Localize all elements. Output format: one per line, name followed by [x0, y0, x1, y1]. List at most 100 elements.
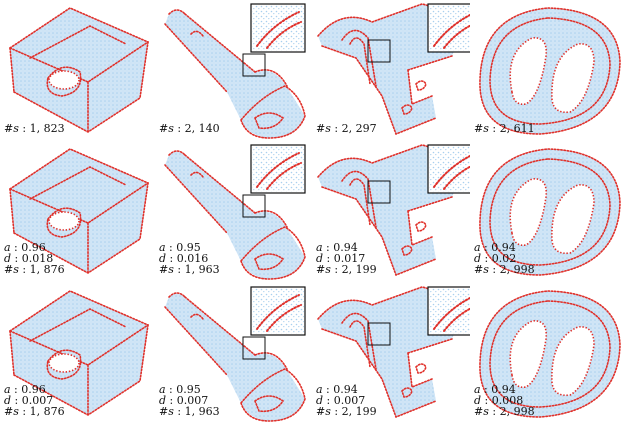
metric-value: 0.94: [333, 383, 358, 396]
metric-value: 0.017: [333, 252, 366, 265]
caption-line: a : 0.94: [474, 241, 516, 254]
block-with-hole-point-cloud: [9, 148, 149, 274]
cylinder-shaft-point-cloud: [164, 144, 306, 280]
caption-line: #s : 2, 297: [316, 122, 377, 135]
metric-key: #s: [316, 263, 331, 276]
metric-key: d: [316, 252, 324, 265]
caption-line: d : 0.007: [4, 394, 54, 407]
metric-key: d: [474, 252, 482, 265]
caption-line: #s : 1, 963: [159, 263, 220, 276]
metric-key: #s: [4, 122, 19, 135]
cylinder-shaft-point-cloud: [164, 286, 306, 422]
caption-line: d : 0.018: [4, 252, 54, 265]
panel-cylinder-shaft-r1: #s : 2, 140: [155, 0, 313, 140]
metric-key: #s: [316, 122, 331, 135]
cylinder-shaft-point-cloud: [164, 3, 306, 139]
panel-caption: a : 0.94 d : 0.02 #s : 2, 998: [474, 242, 535, 275]
panel-block-with-hole-r1: #s : 1, 823: [0, 0, 158, 140]
caption-line: d : 0.016: [159, 252, 209, 265]
caption-line: #s : 2, 199: [316, 405, 377, 418]
metric-key: #s: [474, 263, 489, 276]
ring-plate-point-cloud: [479, 7, 621, 135]
metric-value: 2, 998: [499, 405, 535, 418]
block-with-hole-point-cloud: [9, 7, 149, 133]
panel-bracket-clamp-r3: a : 0.94 d : 0.007 #s : 2, 199: [312, 283, 470, 423]
metric-value: 2, 199: [341, 405, 377, 418]
metric-value: 2, 140: [184, 122, 220, 135]
metric-key: #s: [4, 263, 19, 276]
metric-value: 1, 876: [29, 263, 65, 276]
caption-line: a : 0.95: [159, 241, 201, 254]
caption-line: a : 0.96: [4, 241, 46, 254]
caption-line: #s : 2, 611: [474, 122, 535, 135]
panel-caption: a : 0.95 d : 0.007 #s : 1, 963: [159, 384, 220, 417]
metric-value: 0.016: [176, 252, 209, 265]
panel-caption: a : 0.95 d : 0.016 #s : 1, 963: [159, 242, 220, 275]
metric-key: #s: [159, 405, 174, 418]
metric-value: 0.94: [333, 241, 358, 254]
metric-key: d: [159, 252, 167, 265]
panel-ring-plate-r1: #s : 2, 611: [470, 0, 628, 140]
caption-line: a : 0.94: [316, 383, 358, 396]
caption-line: d : 0.007: [159, 394, 209, 407]
panel-bracket-clamp-r1: #s : 2, 297: [312, 0, 470, 140]
metric-key: a: [316, 383, 323, 396]
caption-line: #s : 1, 823: [4, 122, 65, 135]
metric-value: 0.95: [176, 383, 201, 396]
bracket-clamp-point-cloud: [317, 3, 470, 136]
panel-cylinder-shaft-r3: a : 0.95 d : 0.007 #s : 1, 963: [155, 283, 313, 423]
panel-block-with-hole-r2: a : 0.96 d : 0.018 #s : 1, 876: [0, 141, 158, 281]
metric-value: 2, 199: [341, 263, 377, 276]
panel-caption: a : 0.94 d : 0.007 #s : 2, 199: [316, 384, 377, 417]
metric-key: a: [4, 383, 11, 396]
metric-key: a: [159, 383, 166, 396]
caption-line: d : 0.02: [474, 252, 517, 265]
ring-plate-point-cloud: [479, 290, 621, 418]
metric-key: a: [159, 241, 166, 254]
caption-line: a : 0.94: [316, 241, 358, 254]
metric-key: d: [4, 394, 12, 407]
metric-value: 0.94: [491, 383, 516, 396]
caption-line: #s : 1, 876: [4, 405, 65, 418]
metric-value: 2, 998: [499, 263, 535, 276]
caption-line: #s : 1, 876: [4, 263, 65, 276]
metric-value: 1, 823: [29, 122, 65, 135]
panel-caption: #s : 1, 823: [4, 123, 65, 134]
metric-value: 0.007: [333, 394, 366, 407]
metric-value: 0.94: [491, 241, 516, 254]
caption-line: a : 0.96: [4, 383, 46, 396]
caption-line: #s : 1, 963: [159, 405, 220, 418]
panel-caption: a : 0.96 d : 0.007 #s : 1, 876: [4, 384, 65, 417]
panel-caption: #s : 2, 297: [316, 123, 377, 134]
metric-key: #s: [316, 405, 331, 418]
caption-line: a : 0.95: [159, 383, 201, 396]
panel-ring-plate-r3: a : 0.94 d : 0.008 #s : 2, 998: [470, 283, 628, 423]
metric-value: 0.018: [21, 252, 54, 265]
panel-caption: #s : 2, 140: [159, 123, 220, 134]
metric-value: 0.007: [21, 394, 54, 407]
metric-value: 2, 611: [499, 122, 535, 135]
metric-key: a: [316, 241, 323, 254]
metric-key: d: [474, 394, 482, 407]
caption-line: #s : 2, 140: [159, 122, 220, 135]
metric-key: #s: [474, 122, 489, 135]
metric-key: #s: [159, 263, 174, 276]
metric-key: a: [474, 241, 481, 254]
metric-value: 1, 963: [184, 405, 220, 418]
metric-value: 0.96: [21, 383, 46, 396]
caption-line: #s : 2, 998: [474, 405, 535, 418]
block-with-hole-point-cloud: [9, 290, 149, 416]
metric-key: d: [4, 252, 12, 265]
caption-line: d : 0.008: [474, 394, 524, 407]
metric-key: #s: [159, 122, 174, 135]
panel-caption: a : 0.94 d : 0.008 #s : 2, 998: [474, 384, 535, 417]
metric-key: a: [474, 383, 481, 396]
bracket-clamp-point-cloud: [317, 286, 470, 419]
metric-value: 0.95: [176, 241, 201, 254]
bracket-clamp-point-cloud: [317, 144, 470, 277]
metric-key: d: [316, 394, 324, 407]
panel-caption: #s : 2, 611: [474, 123, 535, 134]
metric-key: #s: [4, 405, 19, 418]
panel-bracket-clamp-r2: a : 0.94 d : 0.017 #s : 2, 199: [312, 141, 470, 281]
